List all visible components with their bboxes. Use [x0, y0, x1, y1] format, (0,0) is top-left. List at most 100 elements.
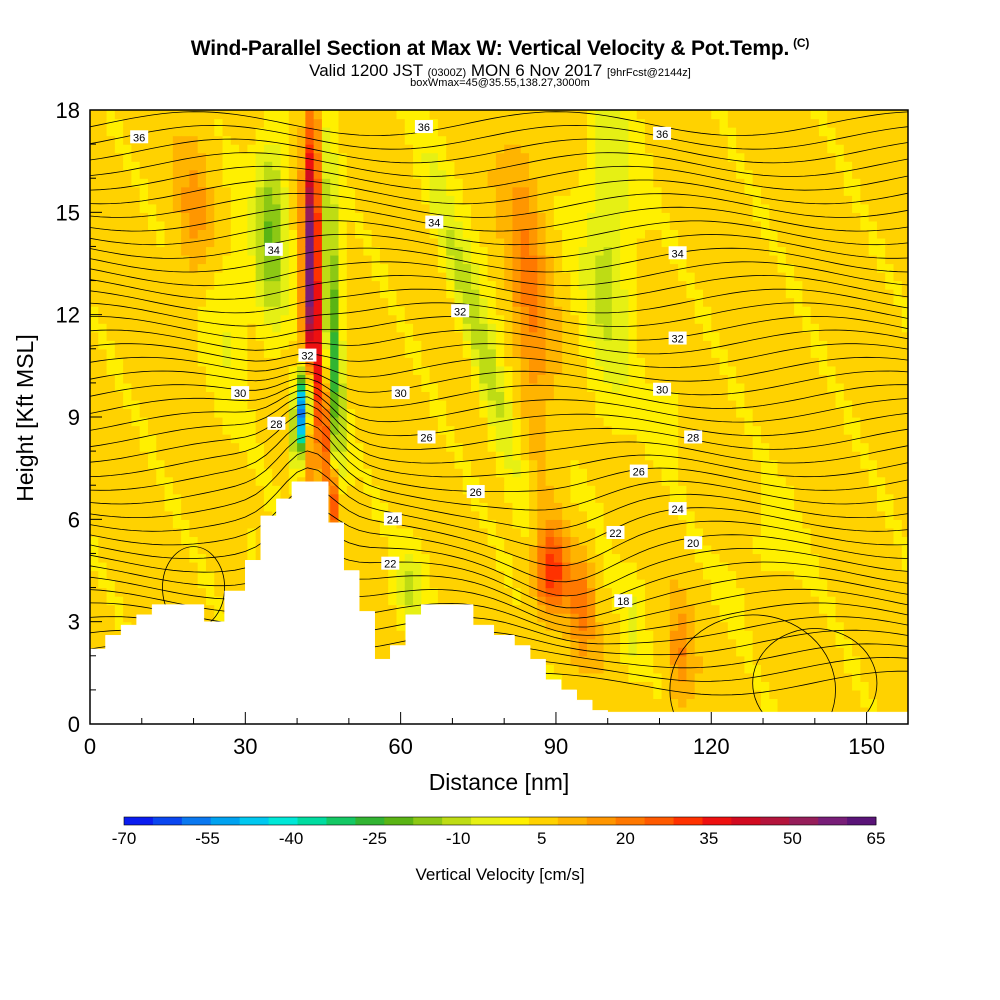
w-field-cell: [413, 434, 422, 444]
w-field-cell: [123, 127, 133, 137]
w-field-cell: [338, 476, 348, 486]
w-field-cell: [479, 186, 489, 196]
w-field-cell: [661, 664, 671, 674]
w-field-cell: [346, 186, 356, 196]
w-field-cell: [570, 348, 580, 358]
w-field-cell: [611, 331, 621, 341]
w-field-cell: [338, 110, 348, 120]
w-field-cell: [636, 553, 646, 563]
w-field-cell: [495, 169, 505, 179]
w-field-cell: [487, 331, 497, 341]
w-field-cell: [164, 442, 174, 452]
w-field-cell: [429, 237, 439, 248]
w-field-cell: [114, 246, 124, 256]
w-field-cell: [471, 365, 480, 375]
w-field-cell: [156, 365, 166, 375]
w-field-cell: [288, 127, 298, 137]
w-field-cell: [595, 220, 605, 230]
w-field-cell: [404, 212, 414, 222]
w-field-cell: [396, 246, 406, 256]
w-field-cell: [139, 118, 149, 128]
w-field-cell: [355, 127, 364, 137]
w-field-cell: [379, 263, 389, 273]
w-field-cell: [396, 587, 406, 597]
w-field-cell: [479, 161, 489, 171]
w-field-cell: [446, 340, 456, 350]
w-field-cell: [454, 357, 464, 367]
w-field-cell: [520, 570, 530, 580]
w-field-cell: [471, 434, 480, 444]
w-field-cell: [346, 391, 356, 401]
w-field-cell: [553, 630, 563, 640]
w-field-cell: [156, 314, 166, 324]
w-field-cell: [272, 169, 282, 179]
w-field-cell: [371, 297, 381, 307]
w-field-cell: [471, 587, 480, 597]
w-field-cell: [189, 212, 199, 222]
w-field-cell: [454, 135, 464, 145]
w-field-cell: [313, 144, 323, 154]
w-field-cell: [661, 655, 671, 665]
w-field-cell: [139, 144, 149, 154]
w-field-cell: [587, 681, 596, 691]
w-field-cell: [355, 203, 364, 213]
w-field-cell: [479, 510, 489, 520]
w-field-cell: [346, 536, 356, 546]
w-field-cell: [379, 237, 389, 248]
w-field-cell: [321, 212, 331, 222]
w-field-cell: [504, 357, 514, 367]
w-field-cell: [379, 169, 389, 179]
w-field-cell: [379, 195, 389, 205]
w-field-cell: [321, 144, 331, 154]
w-field-cell: [653, 536, 663, 546]
w-field-cell: [512, 374, 522, 384]
w-field-cell: [355, 579, 364, 589]
w-field-cell: [90, 365, 99, 375]
w-field-cell: [288, 289, 298, 299]
w-field-cell: [205, 263, 215, 273]
w-field-cell: [454, 544, 464, 555]
w-field-cell: [421, 135, 431, 145]
w-field-cell: [189, 502, 199, 512]
w-field-cell: [247, 280, 257, 290]
w-field-cell: [106, 417, 116, 427]
w-field-cell: [106, 186, 116, 196]
w-field-cell: [90, 434, 99, 444]
w-field-cell: [313, 297, 323, 307]
w-field-cell: [587, 263, 596, 273]
w-field-cell: [355, 348, 364, 358]
w-field-cell: [545, 246, 555, 256]
w-field-cell: [272, 340, 282, 350]
w-field-cell: [495, 348, 505, 358]
w-field-cell: [396, 442, 406, 452]
copyright-mark: (C): [793, 36, 810, 50]
w-field-cell: [553, 144, 563, 154]
w-field-cell: [172, 544, 182, 555]
w-field-cell: [172, 220, 182, 230]
w-field-cell: [388, 195, 398, 205]
w-field-cell: [139, 570, 149, 580]
w-field-cell: [239, 434, 248, 444]
w-field-cell: [98, 178, 108, 188]
w-field-cell: [446, 365, 456, 375]
w-field-cell: [313, 169, 323, 179]
w-field-cell: [562, 664, 572, 674]
w-field-cell: [495, 468, 505, 478]
w-field-cell: [545, 434, 555, 444]
w-field-cell: [189, 519, 199, 529]
w-field-cell: [346, 254, 356, 265]
w-field-cell: [239, 161, 248, 171]
w-field-cell: [156, 510, 166, 520]
w-field-cell: [197, 510, 207, 520]
w-field-cell: [653, 672, 663, 682]
w-field-cell: [429, 502, 439, 512]
w-field-cell: [371, 340, 381, 350]
w-field-cell: [172, 417, 182, 427]
w-field-cell: [230, 553, 240, 563]
w-field-cell: [330, 144, 340, 154]
w-field-cell: [512, 604, 522, 614]
w-field-cell: [222, 289, 232, 299]
w-field-cell: [147, 536, 157, 546]
w-field-cell: [214, 417, 224, 427]
w-field-cell: [363, 442, 373, 452]
